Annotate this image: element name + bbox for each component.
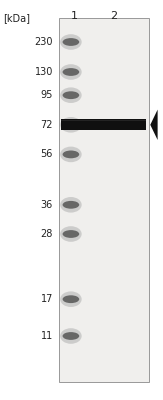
Text: [kDa]: [kDa] (3, 13, 30, 23)
Bar (61, 120, 146, 121)
Ellipse shape (60, 226, 82, 242)
Ellipse shape (63, 68, 79, 76)
Text: 72: 72 (40, 120, 53, 130)
Text: 230: 230 (35, 37, 53, 47)
Text: 2: 2 (111, 11, 118, 21)
Ellipse shape (63, 150, 79, 158)
Text: 17: 17 (41, 294, 53, 304)
Text: 28: 28 (41, 229, 53, 239)
Bar (59, 18, 149, 382)
Bar (61, 119, 146, 130)
Ellipse shape (60, 34, 82, 50)
Text: 1: 1 (71, 11, 78, 21)
Ellipse shape (60, 146, 82, 162)
Ellipse shape (60, 328, 82, 344)
Ellipse shape (60, 87, 82, 103)
Text: 11: 11 (41, 331, 53, 341)
Ellipse shape (63, 295, 79, 303)
Text: 56: 56 (41, 150, 53, 159)
Ellipse shape (63, 38, 79, 46)
Ellipse shape (63, 91, 79, 99)
Ellipse shape (63, 230, 79, 238)
Ellipse shape (63, 201, 79, 209)
Text: 95: 95 (41, 90, 53, 100)
Ellipse shape (63, 121, 79, 129)
Ellipse shape (60, 117, 82, 133)
Ellipse shape (60, 197, 82, 213)
Polygon shape (150, 110, 158, 140)
Ellipse shape (63, 332, 79, 340)
Text: 36: 36 (41, 200, 53, 210)
Ellipse shape (60, 291, 82, 307)
Text: 130: 130 (35, 67, 53, 77)
Ellipse shape (60, 64, 82, 80)
